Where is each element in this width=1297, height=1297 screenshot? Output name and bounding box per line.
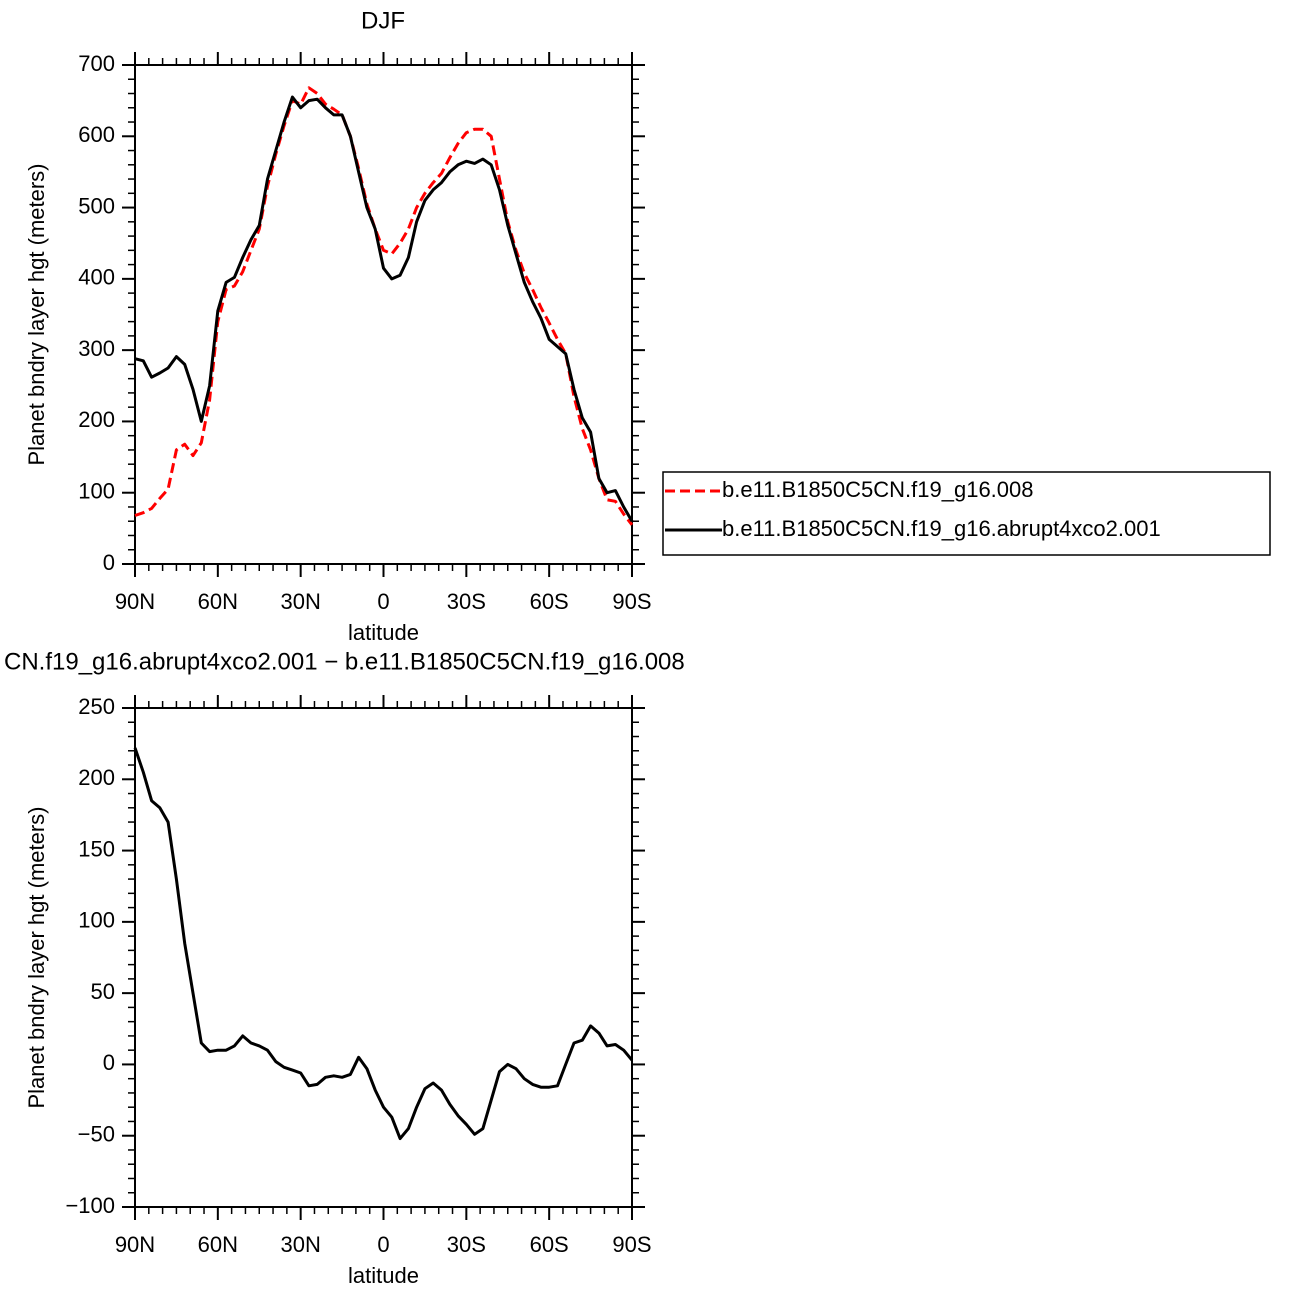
y-tick-label: 100 [78, 908, 115, 933]
data-line [133, 747, 634, 1141]
plot-frame [134, 707, 633, 1208]
y-axis-label: Planet bndry layer hgt (meters) [24, 163, 49, 465]
x-tick-label: 30S [447, 1232, 486, 1257]
x-tick-label: 60S [530, 1232, 569, 1257]
y-tick-label: 150 [78, 836, 115, 861]
x-tick-label: 30S [447, 589, 486, 614]
y-tick-label: 50 [91, 979, 115, 1004]
chart-title: CN.f19_g16.abrupt4xco2.001 − b.e11.B1850… [4, 648, 685, 675]
y-tick-label: −50 [78, 1122, 115, 1147]
y-tick-label: 300 [78, 336, 115, 361]
x-tick-label: 30N [280, 1232, 320, 1257]
y-tick-label: 250 [78, 694, 115, 719]
plot-frame [134, 64, 633, 565]
x-tick-label: 0 [377, 1232, 389, 1257]
x-tick-label: 60N [198, 1232, 238, 1257]
x-tick-label: 0 [377, 589, 389, 614]
x-tick-label: 90S [612, 1232, 651, 1257]
x-tick-label: 60N [198, 589, 238, 614]
x-axis-label: latitude [348, 620, 419, 645]
y-tick-label: 100 [78, 479, 115, 504]
chart-title: DJF [361, 7, 405, 34]
x-axis-label: latitude [348, 1263, 419, 1288]
y-tick-label: −100 [65, 1193, 115, 1218]
y-tick-label: 500 [78, 193, 115, 218]
legend-label: b.e11.B1850C5CN.f19_g16.abrupt4xco2.001 [722, 516, 1161, 541]
x-tick-label: 60S [530, 589, 569, 614]
data-line [134, 86, 634, 526]
x-tick-label: 90S [612, 589, 651, 614]
y-tick-label: 700 [78, 51, 115, 76]
y-tick-label: 200 [78, 407, 115, 432]
legend-box [662, 471, 1271, 556]
y-tick-label: 400 [78, 265, 115, 290]
x-tick-label: 90N [115, 1232, 155, 1257]
y-tick-label: 0 [103, 550, 115, 575]
legend-label: b.e11.B1850C5CN.f19_g16.008 [722, 477, 1034, 502]
y-axis-label: Planet bndry layer hgt (meters) [24, 806, 49, 1108]
x-tick-label: 30N [280, 589, 320, 614]
y-tick-label: 200 [78, 765, 115, 790]
y-tick-label: 0 [103, 1050, 115, 1075]
data-line [134, 95, 634, 522]
y-tick-label: 600 [78, 122, 115, 147]
x-tick-label: 90N [115, 589, 155, 614]
